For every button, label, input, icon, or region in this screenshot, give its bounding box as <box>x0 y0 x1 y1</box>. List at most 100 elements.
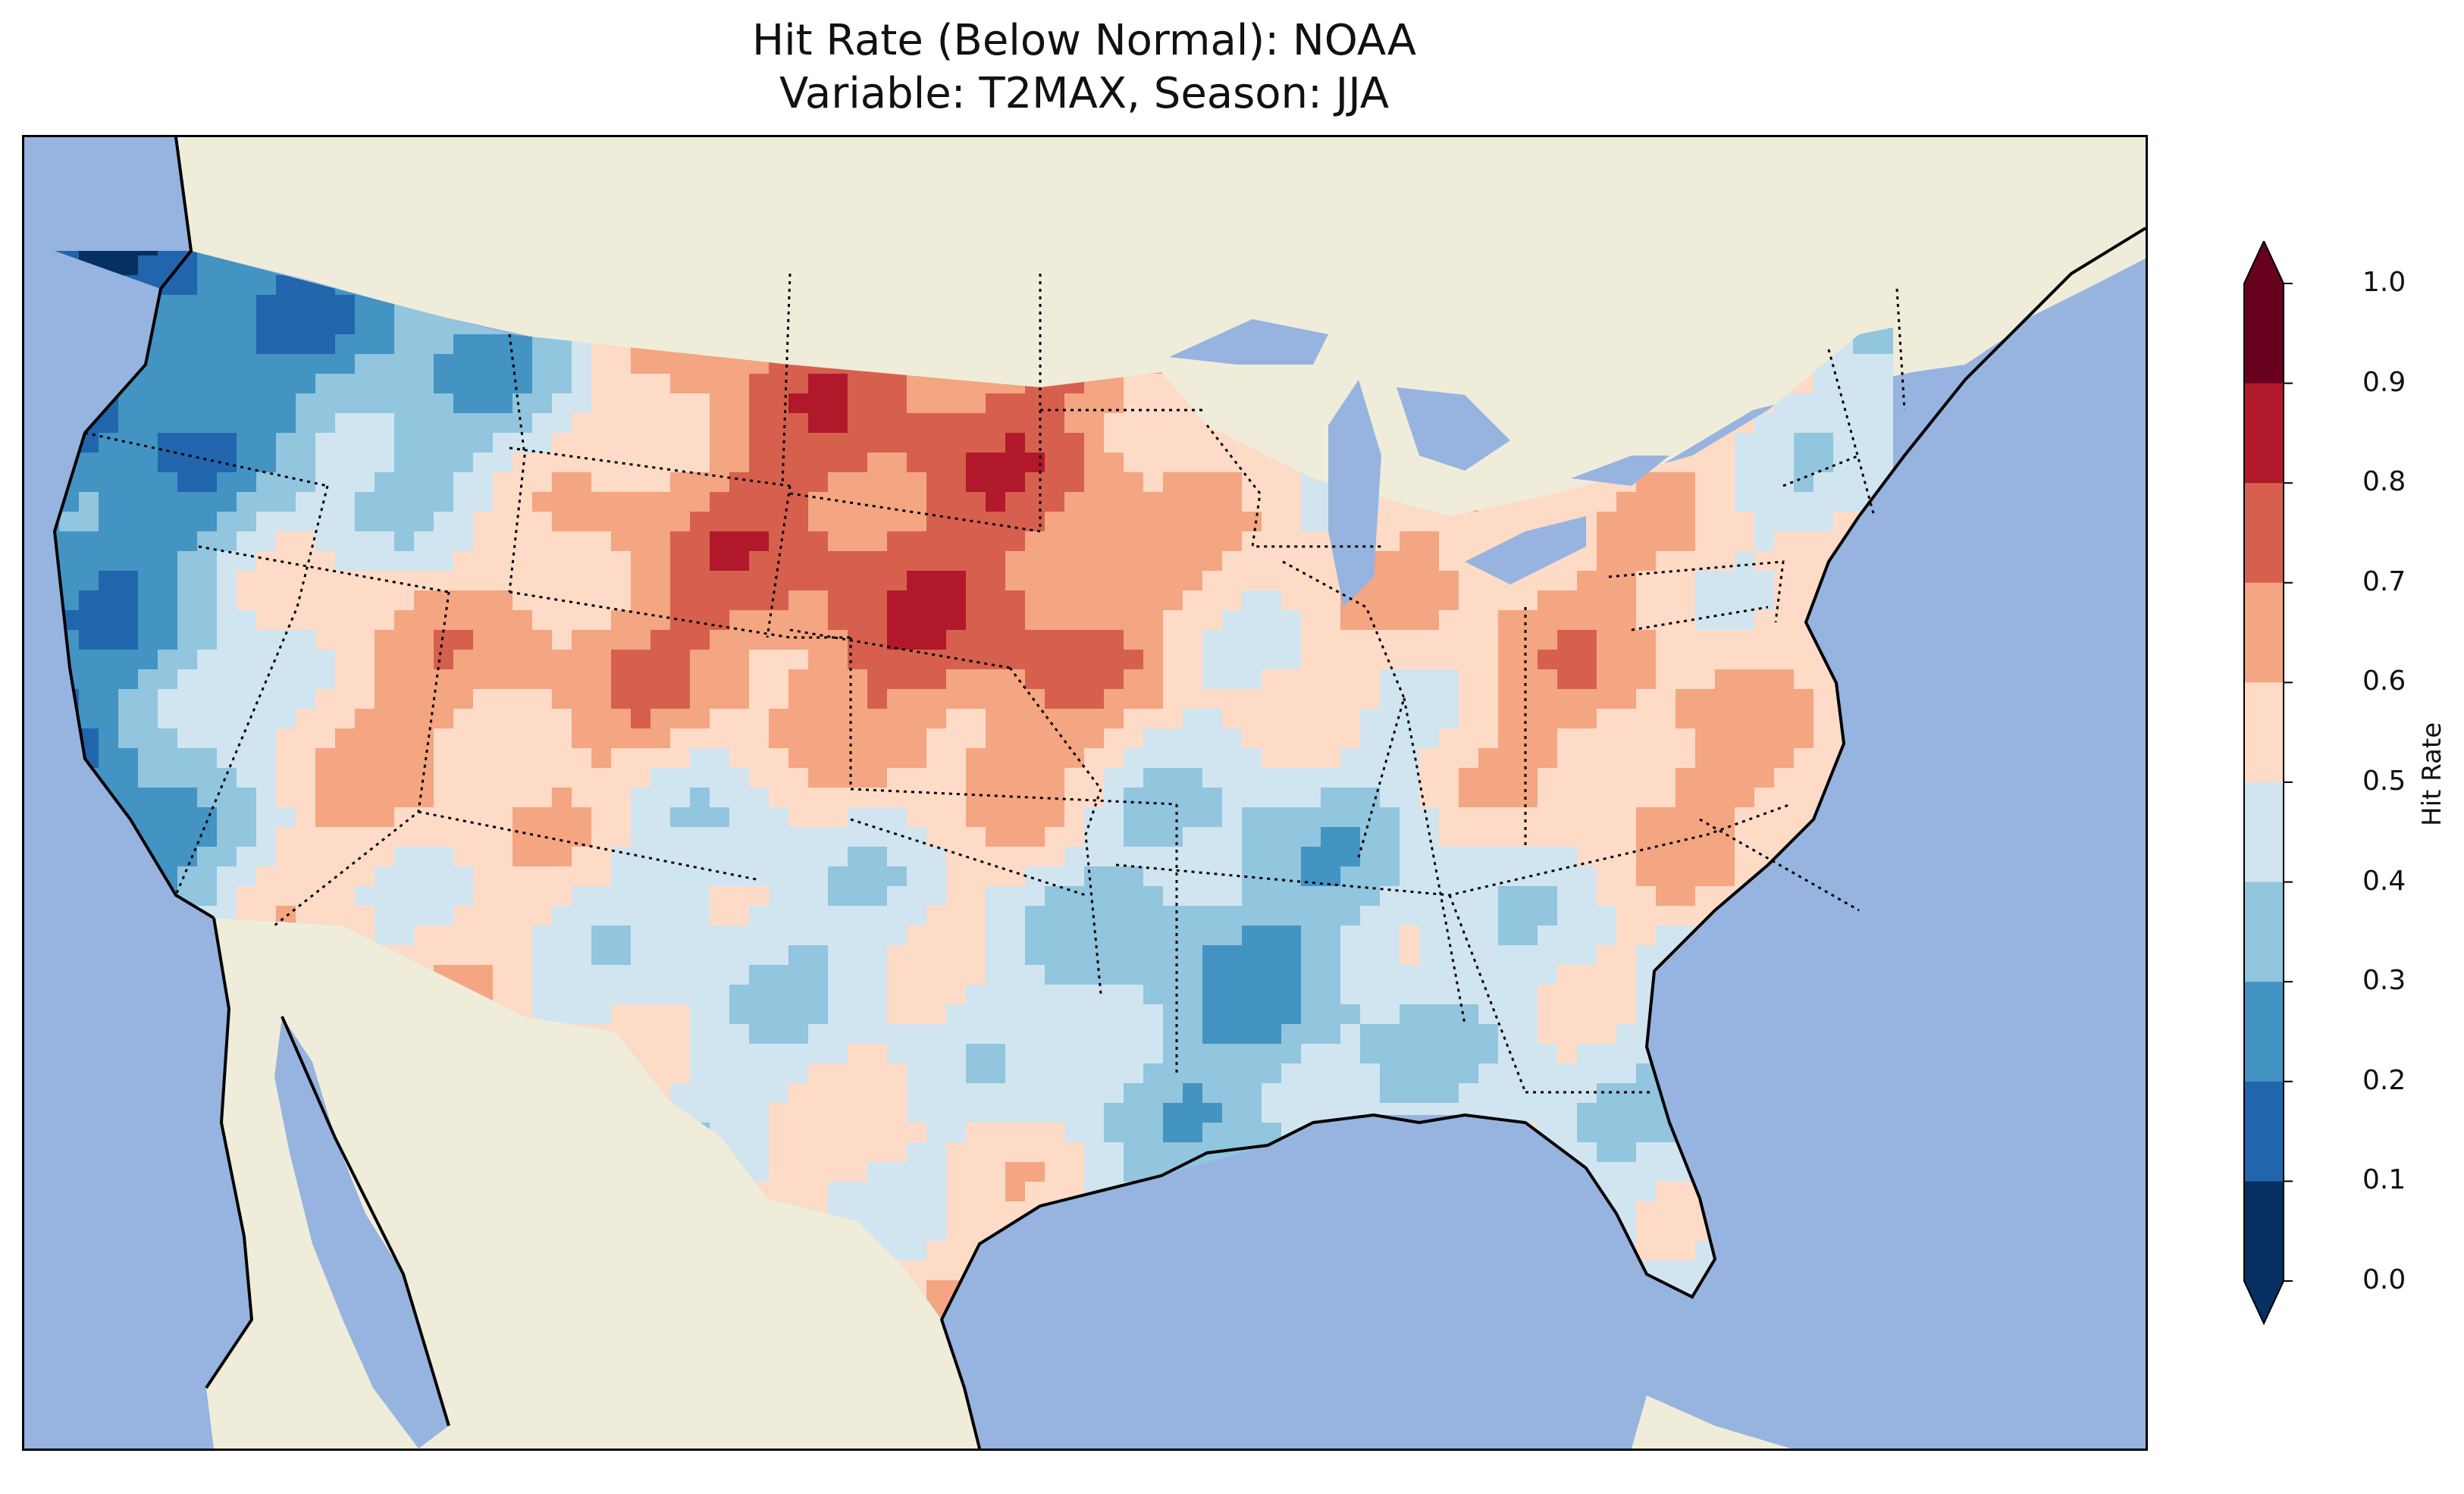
grid-cell <box>1419 728 1440 749</box>
grid-cell <box>1853 689 1873 709</box>
grid-cell <box>1636 630 1657 650</box>
grid-cell <box>1774 807 1795 828</box>
grid-cell <box>1853 1103 1873 1123</box>
grid-cell <box>1774 1024 1795 1045</box>
grid-cell <box>1853 354 1873 374</box>
grid-cell <box>1222 847 1243 867</box>
grid-cell <box>1380 689 1400 709</box>
grid-cell <box>55 571 60 591</box>
grid-cell <box>138 413 158 434</box>
grid-cell <box>118 295 139 315</box>
grid-cell <box>394 413 415 434</box>
grid-cell <box>138 945 158 966</box>
grid-cell <box>1143 748 1164 769</box>
grid-cell <box>375 788 395 808</box>
grid-cell <box>1754 630 1775 650</box>
grid-cell <box>1715 1162 1735 1182</box>
grid-cell <box>946 788 967 808</box>
grid-cell <box>710 630 730 650</box>
grid-cell <box>79 1123 99 1143</box>
grid-cell <box>1301 945 1321 966</box>
grid-cell <box>1715 847 1735 867</box>
grid-cell <box>1873 886 1893 907</box>
grid-cell <box>907 748 927 769</box>
grid-cell <box>1459 1004 1479 1025</box>
grid-cell <box>986 453 1006 473</box>
grid-cell <box>1242 531 1262 552</box>
grid-cell <box>217 610 237 631</box>
grid-cell <box>1064 709 1085 729</box>
grid-cell <box>1538 571 1558 591</box>
grid-cell <box>788 393 809 414</box>
grid-cell <box>1340 689 1361 709</box>
grid-cell <box>966 1162 986 1182</box>
grid-cell <box>1321 788 1341 808</box>
grid-cell <box>434 788 454 808</box>
grid-cell <box>315 630 336 650</box>
grid-cell <box>1616 1063 1637 1084</box>
grid-cell <box>1557 571 1578 591</box>
grid-cell <box>1498 650 1519 670</box>
grid-cell <box>1064 985 1085 1005</box>
grid-cell <box>118 1162 139 1182</box>
grid-cell <box>177 334 198 355</box>
grid-cell <box>1735 1162 1755 1182</box>
grid-cell <box>375 689 395 709</box>
grid-cell <box>434 709 454 729</box>
grid-cell <box>907 551 927 572</box>
grid-cell <box>690 1063 710 1084</box>
grid-cell <box>1242 985 1262 1005</box>
grid-cell <box>769 866 789 887</box>
grid-cell <box>710 669 730 690</box>
grid-cell <box>1104 926 1124 946</box>
grid-cell <box>848 433 868 453</box>
grid-cell <box>591 847 612 867</box>
grid-cell <box>355 886 375 907</box>
grid-cell <box>1242 571 1262 591</box>
grid-cell <box>1025 827 1045 847</box>
grid-cell <box>867 847 888 867</box>
grid-cell <box>729 650 750 670</box>
grid-cell <box>650 827 671 847</box>
grid-cell <box>650 945 671 966</box>
grid-cell <box>453 531 474 552</box>
grid-cell <box>1735 906 1755 926</box>
grid-cell <box>1557 1201 1578 1222</box>
grid-cell <box>690 393 710 414</box>
grid-cell <box>1202 453 1223 473</box>
grid-cell <box>375 807 395 828</box>
grid-cell <box>138 453 158 473</box>
grid-cell <box>1222 728 1243 749</box>
grid-cell <box>986 433 1006 453</box>
grid-cell <box>1478 945 1499 966</box>
grid-cell <box>1695 590 1716 611</box>
grid-cell <box>177 512 198 532</box>
grid-cell <box>1695 965 1716 985</box>
grid-cell <box>1439 1261 1459 1281</box>
grid-cell <box>1478 669 1499 690</box>
grid-cell <box>611 413 632 434</box>
grid-cell <box>355 472 375 493</box>
grid-cell <box>1163 827 1183 847</box>
grid-cell <box>907 571 927 591</box>
grid-cell <box>1104 768 1124 788</box>
grid-cell <box>1064 610 1085 631</box>
grid-cell <box>1676 1182 1696 1202</box>
grid-cell <box>1518 788 1538 808</box>
grid-cell <box>1518 768 1538 788</box>
grid-cell <box>966 1024 986 1045</box>
grid-cell <box>808 571 829 591</box>
grid-cell <box>1419 1182 1440 1202</box>
grid-cell <box>1005 965 1026 985</box>
grid-cell <box>1538 590 1558 611</box>
grid-cell <box>808 1044 829 1064</box>
grid-cell <box>591 926 612 946</box>
grid-cell <box>1715 453 1735 473</box>
grid-cell <box>1202 512 1223 532</box>
grid-cell <box>1873 1241 1893 1261</box>
grid-cell <box>1045 669 1065 690</box>
grid-cell <box>1695 768 1716 788</box>
grid-cell <box>394 866 415 887</box>
grid-cell <box>1538 689 1558 709</box>
grid-cell <box>1538 1063 1558 1084</box>
